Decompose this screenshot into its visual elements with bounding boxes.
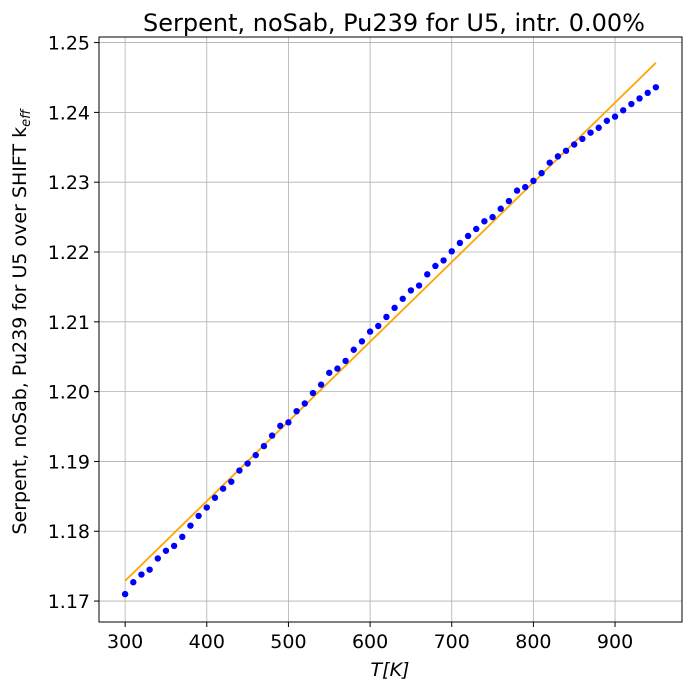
data-point — [285, 419, 292, 426]
y-tick-label: 1.21 — [48, 312, 90, 334]
y-axis-label-main: Serpent, noSab, Pu239 for U5 over SHIFT … — [9, 127, 31, 535]
data-point — [195, 512, 202, 520]
data-point — [497, 205, 504, 212]
data-point — [383, 313, 390, 321]
data-point — [505, 197, 513, 205]
data-point — [432, 262, 439, 270]
data-point — [162, 547, 170, 554]
axis-ticks: 300 400 500 600 700 800 900 1.17 1.18 1.19 1.20 1.2… — [48, 33, 633, 653]
data-point — [652, 84, 660, 91]
data-point — [130, 579, 137, 586]
y-tick-label: 1.17 — [48, 591, 90, 613]
y-tick-label: 1.19 — [48, 451, 90, 473]
data-point — [154, 555, 161, 562]
data-point — [644, 89, 651, 97]
data-point — [489, 213, 496, 221]
data-point — [170, 542, 178, 550]
data-point — [391, 304, 398, 312]
data-point — [358, 338, 366, 345]
data-point — [399, 295, 406, 302]
data-point — [456, 239, 464, 247]
data-point — [219, 485, 227, 492]
data-point — [513, 187, 521, 194]
data-point — [481, 218, 488, 225]
data-point — [587, 129, 594, 136]
data-point — [203, 504, 210, 511]
y-tick-label: 1.18 — [48, 521, 90, 543]
data-point — [277, 422, 284, 430]
data-point — [366, 328, 374, 335]
data-point — [611, 113, 619, 120]
data-point — [121, 590, 129, 598]
data-point — [228, 478, 235, 485]
data-point — [293, 407, 300, 415]
data-point — [407, 287, 415, 294]
x-axis-label: T[K] — [371, 659, 410, 681]
data-point — [350, 346, 357, 353]
data-point — [236, 467, 243, 474]
x-tick-label: 700 — [434, 631, 470, 653]
y-tick-label: 1.23 — [48, 172, 90, 194]
x-tick-label: 900 — [597, 631, 633, 653]
y-tick-label: 1.22 — [48, 242, 90, 264]
x-tick-label: 800 — [515, 631, 551, 653]
x-tick-label: 300 — [107, 631, 143, 653]
data-point — [268, 432, 276, 439]
data-point — [375, 322, 382, 330]
x-tick-label: 600 — [352, 631, 388, 653]
y-tick-label: 1.24 — [48, 102, 90, 124]
data-point — [309, 389, 317, 397]
data-point — [211, 494, 219, 501]
data-point — [179, 533, 186, 541]
data-point — [571, 141, 578, 148]
data-point — [301, 400, 308, 407]
data-point — [260, 442, 268, 450]
data-point — [554, 153, 562, 160]
data-point — [440, 257, 447, 264]
plot-data — [121, 62, 660, 598]
x-tick-label: 400 — [189, 631, 225, 653]
data-point — [317, 381, 325, 388]
y-tick-label: 1.25 — [48, 33, 90, 55]
data-point — [326, 369, 333, 376]
data-point — [620, 107, 627, 114]
chart-title: Serpent, noSab, Pu239 for U5, intr. 0.00… — [143, 9, 645, 37]
x-tick-label: 500 — [270, 631, 306, 653]
data-point — [342, 357, 349, 365]
data-point — [334, 365, 341, 372]
y-tick-label: 1.20 — [48, 382, 90, 404]
data-point — [187, 522, 194, 529]
data-point — [636, 95, 643, 102]
grid — [99, 37, 682, 622]
data-point — [546, 159, 553, 166]
data-point — [603, 117, 611, 124]
y-axis-label-subscript: eff — [19, 108, 34, 127]
data-point — [138, 571, 145, 578]
data-point — [244, 460, 251, 467]
data-point — [538, 169, 545, 177]
data-point — [415, 282, 423, 289]
data-point — [522, 183, 529, 191]
data-point — [530, 177, 537, 185]
data-point — [562, 147, 570, 154]
data-point — [579, 135, 586, 143]
axes-frame — [98, 36, 683, 623]
y-axis-label: Serpent, noSab, Pu239 for U5 over SHIFT … — [9, 108, 34, 535]
data-point — [448, 248, 455, 255]
data-point — [473, 225, 480, 233]
data-point — [628, 100, 635, 108]
data-point — [424, 271, 431, 278]
data-point — [464, 232, 472, 240]
data-point — [146, 566, 153, 573]
data-point — [252, 451, 259, 459]
data-point — [595, 124, 602, 131]
